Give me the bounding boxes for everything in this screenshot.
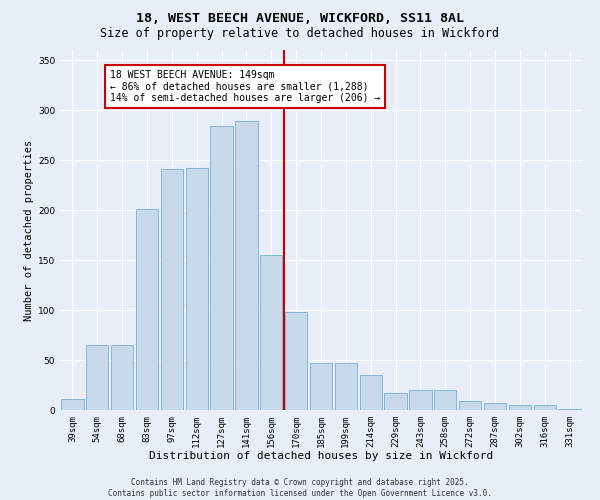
Bar	[509, 405, 531, 410]
Bar	[111, 345, 133, 410]
Bar	[335, 363, 357, 410]
Bar	[211, 126, 233, 410]
Bar	[310, 363, 332, 410]
Bar	[434, 390, 457, 410]
Text: Contains HM Land Registry data © Crown copyright and database right 2025.
Contai: Contains HM Land Registry data © Crown c…	[108, 478, 492, 498]
Bar	[385, 393, 407, 410]
Bar	[409, 390, 431, 410]
X-axis label: Distribution of detached houses by size in Wickford: Distribution of detached houses by size …	[149, 452, 493, 462]
Bar	[61, 399, 83, 410]
Y-axis label: Number of detached properties: Number of detached properties	[24, 140, 34, 320]
Bar	[185, 168, 208, 410]
Bar	[136, 209, 158, 410]
Text: 18, WEST BEECH AVENUE, WICKFORD, SS11 8AL: 18, WEST BEECH AVENUE, WICKFORD, SS11 8A…	[136, 12, 464, 26]
Text: 18 WEST BEECH AVENUE: 149sqm
← 86% of detached houses are smaller (1,288)
14% of: 18 WEST BEECH AVENUE: 149sqm ← 86% of de…	[110, 70, 380, 103]
Bar	[86, 345, 109, 410]
Bar	[533, 405, 556, 410]
Bar	[260, 255, 283, 410]
Bar	[459, 401, 481, 410]
Bar	[235, 121, 257, 410]
Bar	[285, 312, 307, 410]
Bar	[161, 169, 183, 410]
Bar	[559, 409, 581, 410]
Bar	[359, 375, 382, 410]
Text: Size of property relative to detached houses in Wickford: Size of property relative to detached ho…	[101, 28, 499, 40]
Bar	[484, 403, 506, 410]
